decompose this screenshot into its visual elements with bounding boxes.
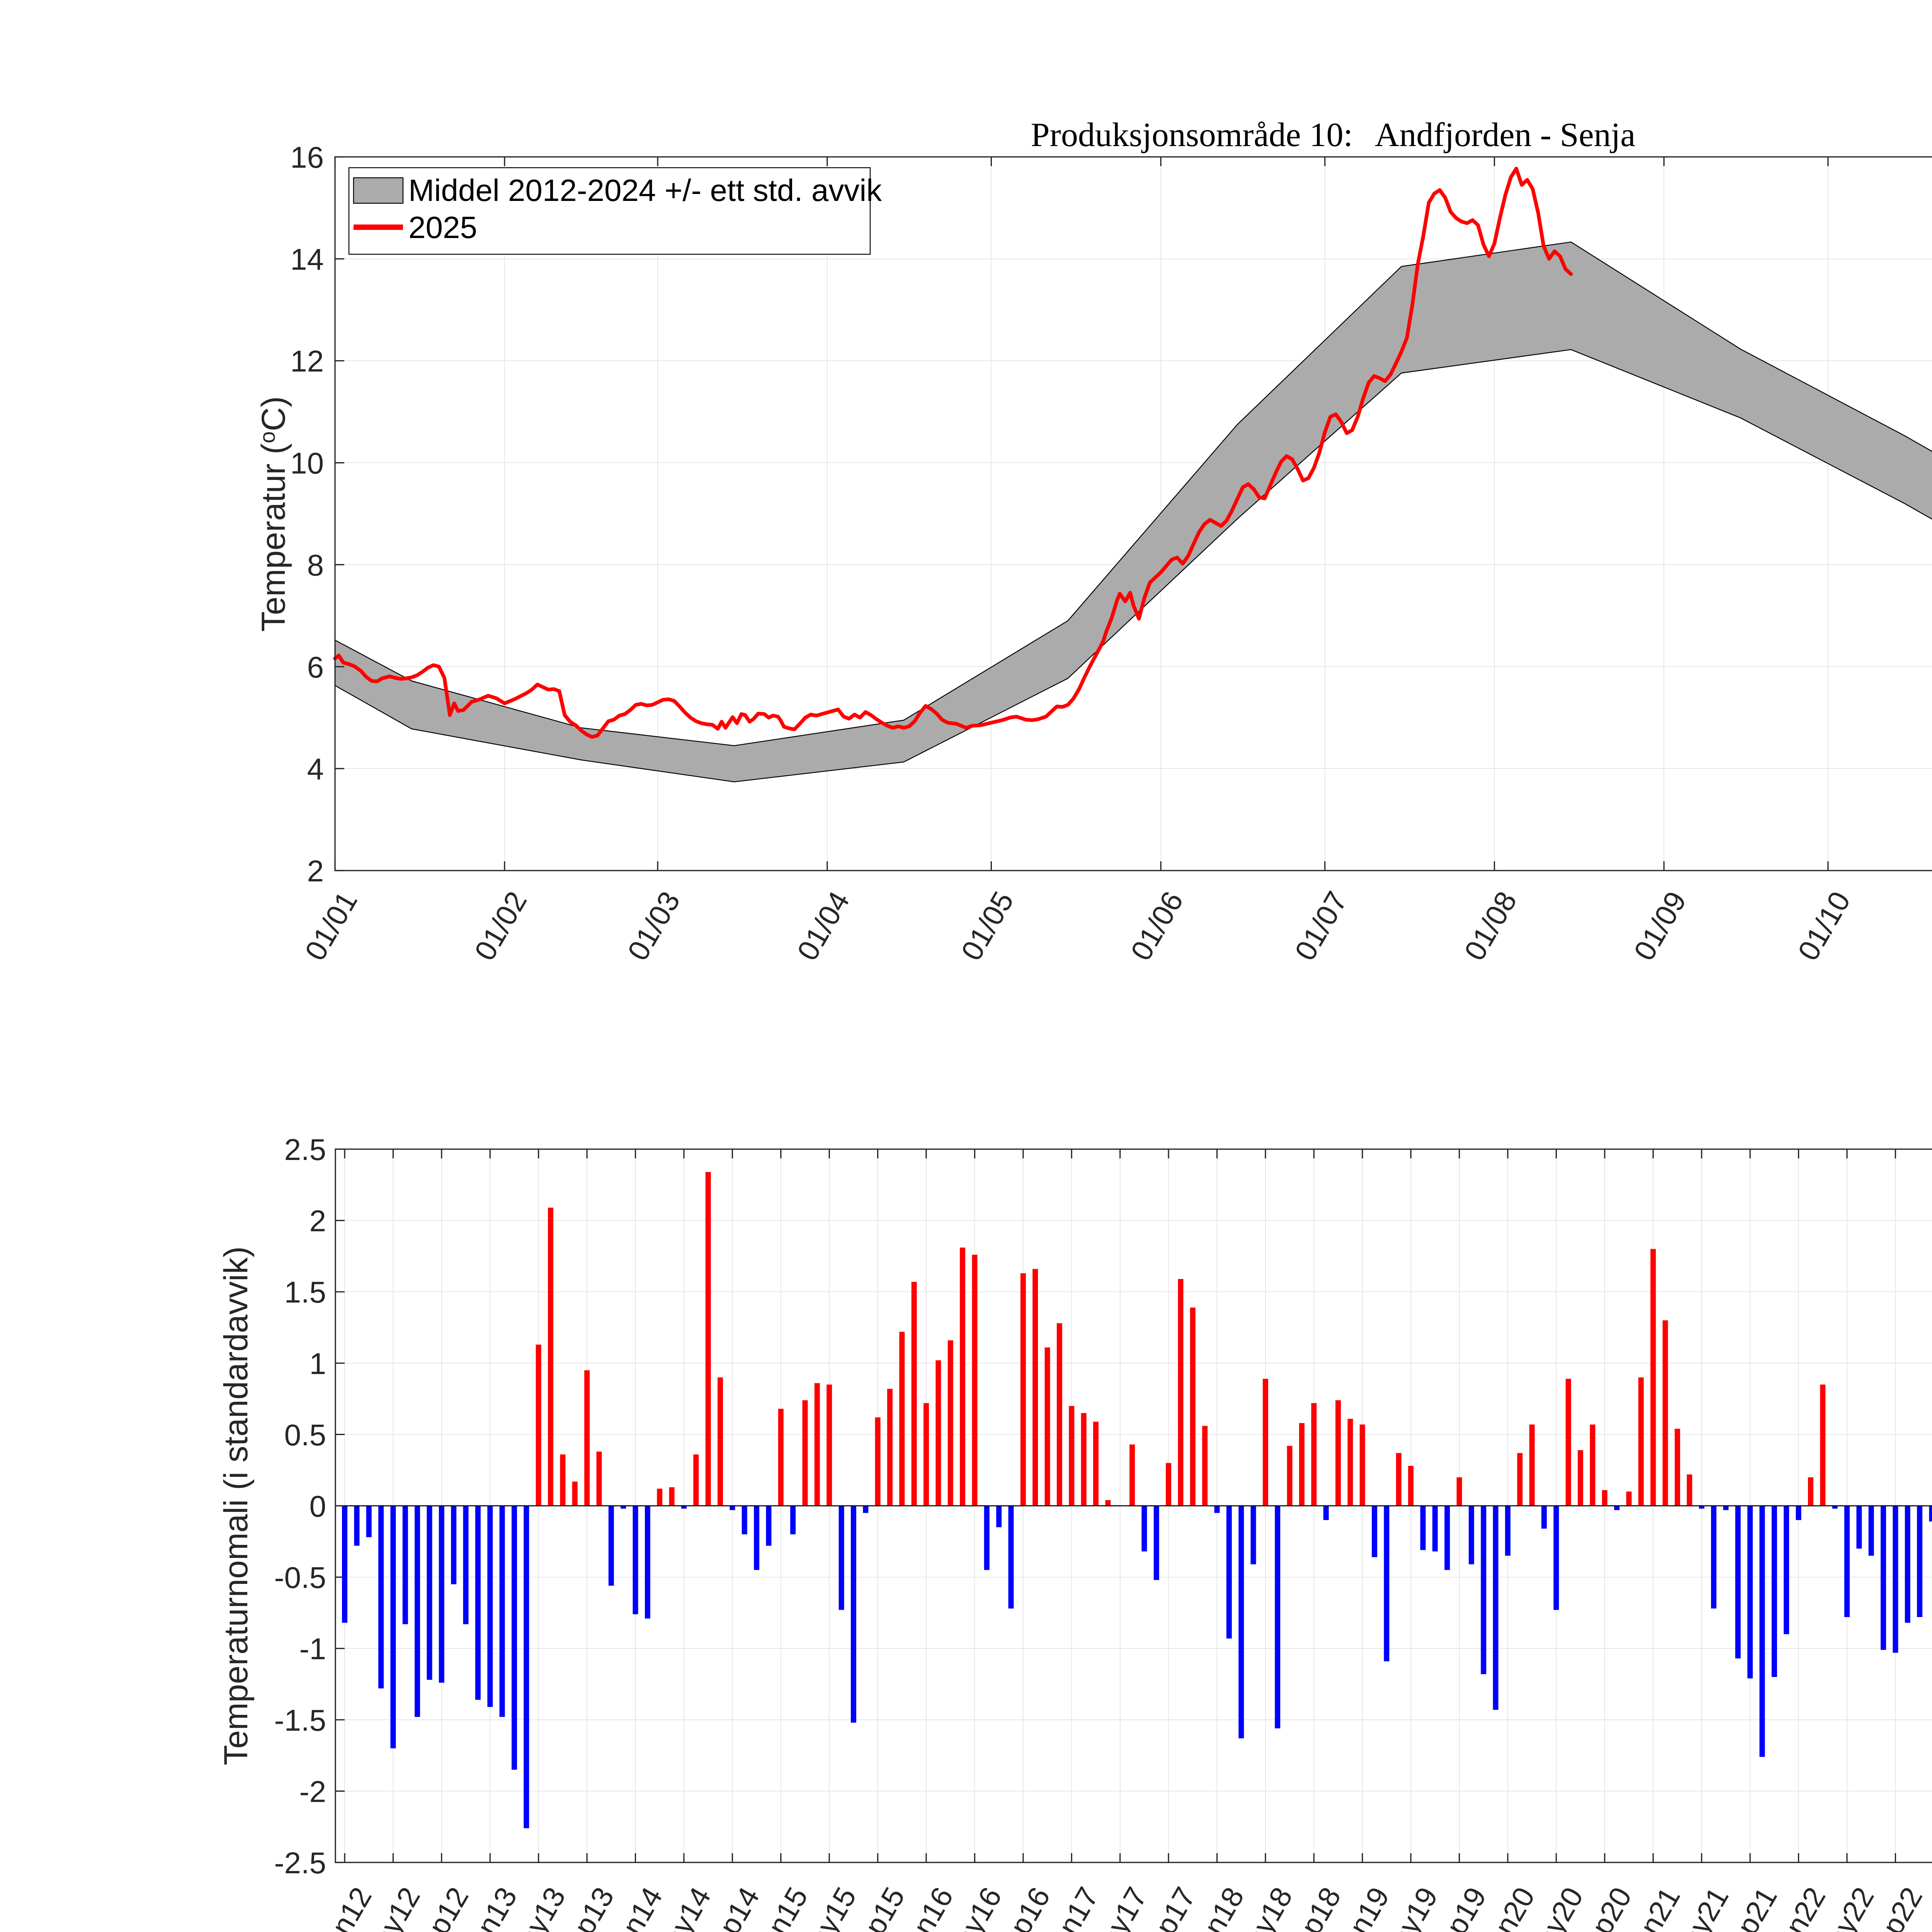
svg-text:4: 4 (307, 752, 324, 786)
svg-text:14: 14 (290, 242, 324, 276)
svg-text:-1: -1 (299, 1632, 326, 1666)
svg-text:10: 10 (290, 446, 324, 480)
svg-text:-1.5: -1.5 (274, 1703, 326, 1737)
svg-text:6: 6 (307, 650, 324, 684)
svg-text:2: 2 (310, 1204, 326, 1238)
svg-text:1: 1 (310, 1347, 326, 1381)
svg-text:-2.5: -2.5 (274, 1846, 326, 1880)
svg-text:0.5: 0.5 (284, 1418, 326, 1452)
svg-text:Produksjonsområde 10: Andfjo: Produksjonsområde 10: Andfjorden - Senja (1031, 116, 1636, 154)
svg-text:Temperatur (oC): Temperatur (oC) (255, 396, 292, 631)
svg-text:2025: 2025 (408, 210, 477, 245)
svg-text:12: 12 (290, 344, 324, 378)
svg-text:Middel 2012-2024 +/- ett std.: Middel 2012-2024 +/- ett std. avvik (408, 173, 882, 207)
svg-text:-0.5: -0.5 (274, 1561, 326, 1595)
svg-text:1.5: 1.5 (284, 1275, 326, 1309)
svg-text:2.5: 2.5 (284, 1133, 326, 1167)
svg-text:0: 0 (310, 1489, 326, 1523)
svg-text:-2: -2 (299, 1774, 326, 1808)
svg-text:8: 8 (307, 548, 324, 582)
svg-text:Temperaturnomali (i standardav: Temperaturnomali (i standardavvik) (218, 1246, 255, 1765)
svg-text:16: 16 (290, 140, 324, 174)
svg-text:2: 2 (307, 854, 324, 888)
